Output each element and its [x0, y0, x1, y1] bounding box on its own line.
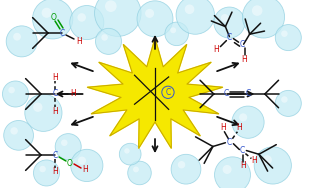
Ellipse shape	[42, 8, 52, 18]
Text: H: H	[214, 45, 219, 54]
Ellipse shape	[232, 106, 264, 138]
Text: C: C	[60, 29, 64, 37]
Ellipse shape	[39, 166, 46, 172]
Text: C: C	[224, 89, 229, 99]
Ellipse shape	[254, 147, 291, 184]
Ellipse shape	[105, 0, 117, 12]
Text: H: H	[82, 165, 88, 174]
Ellipse shape	[137, 1, 173, 37]
Text: H: H	[241, 161, 246, 170]
Ellipse shape	[95, 28, 122, 54]
Ellipse shape	[170, 27, 176, 33]
Ellipse shape	[6, 26, 37, 57]
Ellipse shape	[281, 96, 288, 103]
Ellipse shape	[239, 113, 247, 121]
Ellipse shape	[263, 155, 272, 164]
Ellipse shape	[11, 127, 18, 135]
Ellipse shape	[178, 161, 185, 168]
Ellipse shape	[13, 33, 21, 41]
Text: H: H	[242, 55, 247, 64]
Text: H: H	[76, 36, 82, 45]
Ellipse shape	[78, 157, 86, 165]
Ellipse shape	[165, 22, 188, 46]
Ellipse shape	[242, 0, 285, 38]
Ellipse shape	[25, 94, 62, 131]
Ellipse shape	[185, 5, 194, 14]
Ellipse shape	[171, 154, 201, 184]
Ellipse shape	[95, 0, 141, 36]
Ellipse shape	[4, 121, 33, 150]
Ellipse shape	[101, 34, 108, 41]
Ellipse shape	[275, 90, 301, 116]
Ellipse shape	[78, 13, 86, 22]
Ellipse shape	[215, 157, 250, 188]
Ellipse shape	[176, 0, 215, 34]
Ellipse shape	[2, 81, 29, 107]
Ellipse shape	[119, 143, 141, 165]
Text: H: H	[237, 123, 242, 132]
Text: C: C	[246, 89, 251, 99]
Ellipse shape	[8, 87, 15, 93]
Ellipse shape	[71, 149, 103, 182]
Text: C: C	[52, 151, 58, 159]
Ellipse shape	[70, 5, 104, 40]
Text: H: H	[70, 89, 76, 99]
Text: C: C	[240, 40, 245, 49]
Text: C: C	[227, 138, 232, 147]
Ellipse shape	[252, 5, 263, 16]
Ellipse shape	[214, 7, 245, 38]
Text: O: O	[67, 158, 73, 168]
Ellipse shape	[223, 165, 232, 174]
Text: H: H	[251, 156, 257, 165]
Ellipse shape	[281, 30, 288, 37]
Ellipse shape	[61, 139, 68, 146]
Ellipse shape	[33, 103, 42, 112]
Text: C: C	[52, 89, 58, 99]
Text: H: H	[220, 123, 226, 132]
Text: C: C	[227, 33, 232, 42]
Polygon shape	[87, 38, 223, 148]
Text: O: O	[51, 12, 57, 21]
Ellipse shape	[133, 167, 139, 172]
Text: H: H	[52, 168, 58, 177]
Ellipse shape	[33, 0, 73, 39]
Text: C: C	[240, 146, 245, 155]
Text: H: H	[52, 73, 58, 82]
Ellipse shape	[33, 160, 60, 186]
Ellipse shape	[221, 14, 229, 22]
Ellipse shape	[55, 134, 81, 160]
Ellipse shape	[124, 148, 130, 154]
Text: C: C	[165, 88, 171, 97]
Ellipse shape	[275, 25, 301, 51]
Ellipse shape	[145, 9, 154, 18]
Ellipse shape	[128, 161, 151, 185]
Text: H: H	[52, 106, 58, 115]
